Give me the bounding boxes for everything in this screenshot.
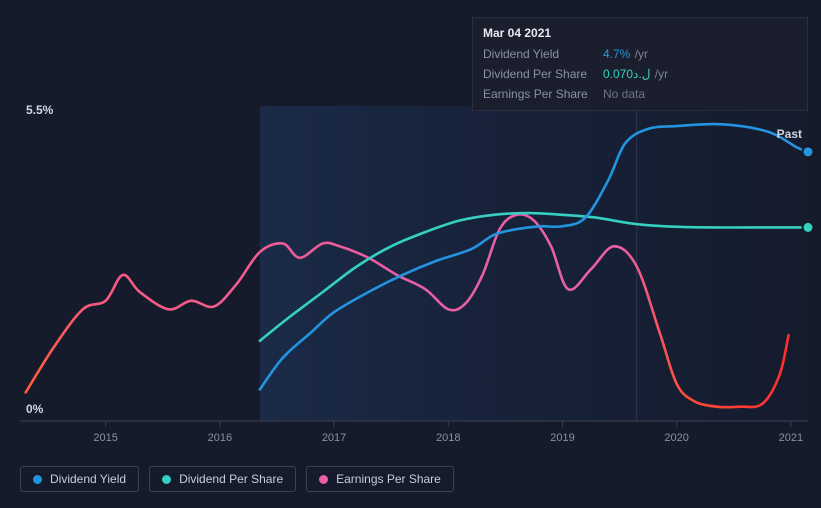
tooltip-row-value: 0.070ل.د /yr [603, 64, 797, 84]
y-tick-label: 0% [26, 402, 44, 416]
tooltip-row-value: No data [603, 84, 797, 104]
x-tick-label: 2021 [779, 432, 803, 444]
tooltip-date: Mar 04 2021 [483, 24, 797, 42]
chart-shade [260, 106, 808, 421]
x-tick-label: 2019 [550, 432, 574, 444]
dividend-chart: 5.5% 0% 2015 2016 2017 2018 2019 2020 2021 Past M… [0, 0, 821, 508]
x-tick-label: 2018 [436, 432, 460, 444]
legend-item-earnings-per-share[interactable]: Earnings Per Share [306, 466, 454, 492]
tooltip-row-label: Dividend Yield [483, 44, 603, 64]
legend-item-dividend-per-share[interactable]: Dividend Per Share [149, 466, 296, 492]
tooltip-row-label: Earnings Per Share [483, 84, 603, 104]
x-tick-label: 2020 [664, 432, 688, 444]
legend-dot-icon [33, 475, 42, 484]
tooltip-row-label: Dividend Per Share [483, 64, 603, 84]
tooltip-row: Earnings Per ShareNo data [483, 84, 797, 104]
past-label: Past [777, 127, 802, 141]
y-tick-label: 5.5% [26, 103, 54, 117]
tooltip-table: Dividend Yield4.7% /yrDividend Per Share… [483, 44, 797, 104]
legend-dot-icon [319, 475, 328, 484]
legend-item-label: Earnings Per Share [336, 472, 441, 486]
x-tick-label: 2017 [322, 432, 346, 444]
tooltip-row: Dividend Per Share0.070ل.د /yr [483, 64, 797, 84]
chart-legend: Dividend Yield Dividend Per Share Earnings… [20, 466, 454, 492]
series-end-marker-dividend-per-share [803, 222, 814, 233]
tooltip-row: Dividend Yield4.7% /yr [483, 44, 797, 64]
legend-dot-icon [162, 475, 171, 484]
x-tick-label: 2016 [208, 432, 232, 444]
legend-item-dividend-yield[interactable]: Dividend Yield [20, 466, 139, 492]
chart-tooltip: Mar 04 2021 Dividend Yield4.7% /yrDivide… [472, 17, 808, 111]
legend-item-label: Dividend Yield [50, 472, 126, 486]
series-end-marker-dividend-yield [803, 146, 814, 157]
tooltip-row-value: 4.7% /yr [603, 44, 797, 64]
x-tick-label: 2015 [93, 432, 117, 444]
legend-item-label: Dividend Per Share [179, 472, 283, 486]
